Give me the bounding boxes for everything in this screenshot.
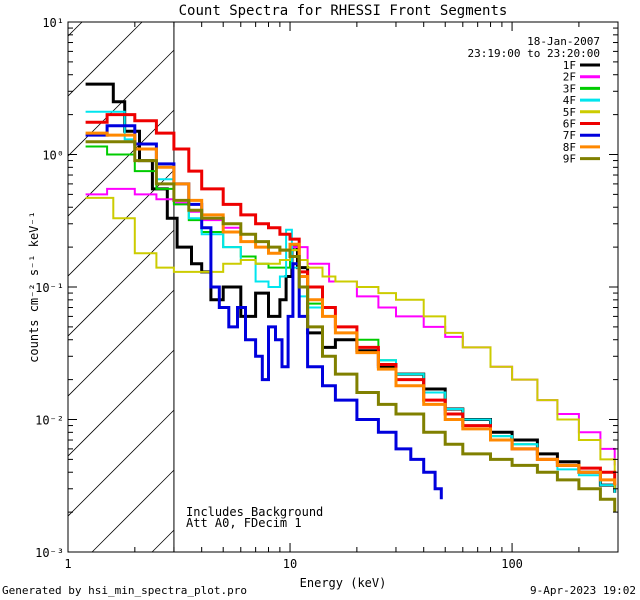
- hatch-line: [67, 229, 175, 337]
- hatch-line: [151, 529, 175, 553]
- legend-label-3F: 3F: [563, 82, 576, 95]
- legend-date: 18-Jan-2007: [527, 35, 600, 48]
- legend-label-2F: 2F: [563, 71, 576, 84]
- series-lines: [85, 82, 617, 513]
- chart-title: Count Spectra for RHESSI Front Segments: [179, 3, 508, 19]
- legend-label-8F: 8F: [563, 141, 576, 154]
- legend-time-range: 23:19:00 to 23:20:00: [468, 47, 600, 60]
- plot-frame: [67, 21, 619, 553]
- legend-label-5F: 5F: [563, 106, 576, 119]
- y-tick-label: 10¹: [42, 16, 64, 30]
- series-line-4F: [85, 110, 616, 493]
- y-axis: 10⁻³ 10⁻² 10⁻¹ 10⁰ 10¹: [35, 16, 618, 560]
- hatch-line: [67, 409, 175, 517]
- series-line-7F: [85, 124, 443, 500]
- y-axis-label: counts cm⁻² s⁻¹ keV⁻¹: [27, 211, 41, 363]
- x-axis-label: Energy (keV): [300, 576, 387, 590]
- legend-label-7F: 7F: [563, 129, 576, 142]
- y-tick-label: 10⁻³: [35, 546, 64, 560]
- hatch-line: [67, 21, 83, 37]
- hatch-line: [67, 289, 175, 397]
- y-tick-label: 10⁻²: [35, 414, 64, 428]
- legend-label-6F: 6F: [563, 118, 576, 131]
- hatch-line: [91, 469, 175, 553]
- hatch-line: [67, 21, 143, 97]
- series-line-9F: [85, 140, 617, 513]
- annotation-background: Includes Background: [186, 505, 323, 519]
- footer-timestamp: 9-Apr-2023 19:02: [530, 584, 636, 597]
- series-line-5F: [85, 196, 616, 489]
- series-line-3F: [85, 145, 616, 489]
- x-tick-label: 100: [501, 557, 523, 571]
- hatch-line: [67, 349, 175, 457]
- x-axis: 1 10 100: [64, 22, 619, 571]
- legend-label-4F: 4F: [563, 94, 576, 107]
- y-tick-label: 10⁻¹: [35, 281, 64, 295]
- x-tick-label: 1: [64, 557, 71, 571]
- hatch-line: [67, 169, 175, 277]
- legend-label-1F: 1F: [563, 59, 576, 72]
- hatched-low-energy-region: [67, 21, 175, 553]
- series-line-8F: [85, 131, 617, 486]
- legend-label-9F: 9F: [563, 153, 576, 166]
- x-tick-label: 10: [283, 557, 297, 571]
- annotation-attenuator: Att A0, FDecim 1: [186, 516, 302, 530]
- y-tick-label: 10⁰: [42, 149, 64, 163]
- series-line-6F: [85, 113, 617, 486]
- series-line-1F: [85, 82, 617, 493]
- footer-generated-by: Generated by hsi_min_spectra_plot.pro: [2, 584, 247, 597]
